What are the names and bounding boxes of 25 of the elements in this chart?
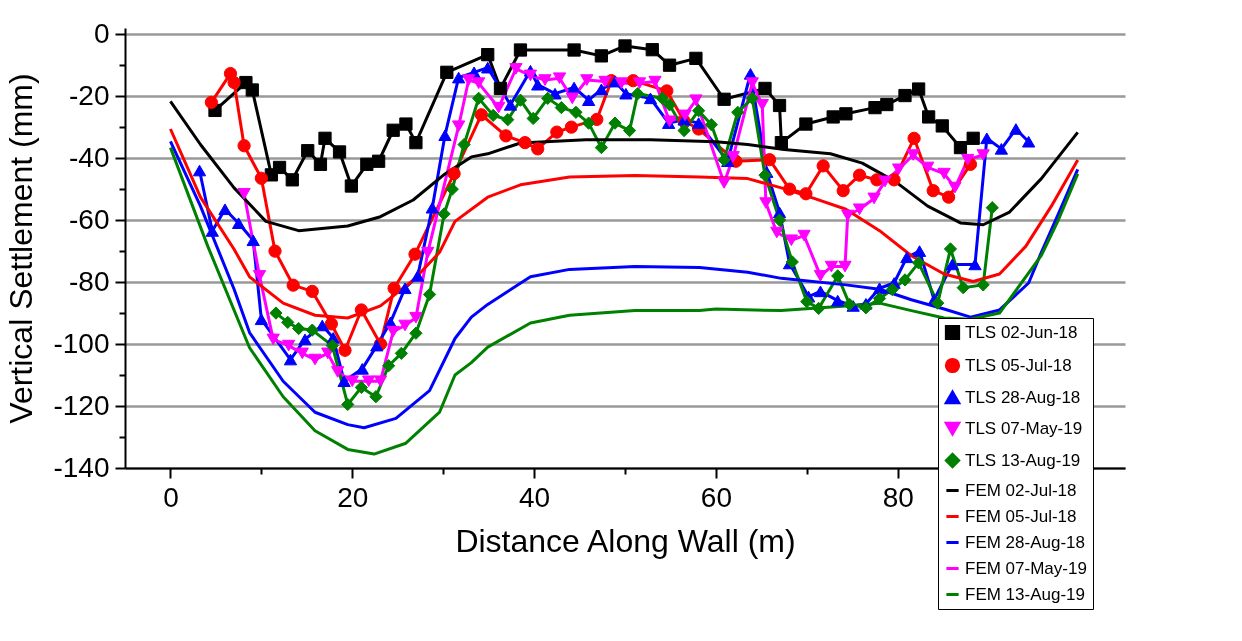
- x-tick-label: 40: [519, 481, 551, 513]
- x-tick-label: 0: [163, 481, 179, 513]
- y-tick-label: -20: [69, 79, 110, 111]
- legend-label: FEM 02-Jul-18: [965, 480, 1077, 500]
- y-tick-label: -40: [69, 141, 110, 173]
- y-tick-label: -60: [69, 203, 110, 235]
- legend-label: TLS 05-Jul-18: [965, 355, 1072, 375]
- y-axis-title: Vertical Settlement (mm): [3, 73, 40, 424]
- legend-label: TLS 13-Aug-19: [965, 450, 1081, 470]
- legend-label: FEM 05-Jul-18: [965, 506, 1077, 526]
- y-tick-label: 0: [93, 17, 110, 49]
- x-tick-label: 60: [700, 481, 732, 513]
- legend-label: TLS 07-May-19: [965, 418, 1083, 438]
- x-tick-label: 20: [337, 481, 369, 513]
- legend-label: FEM 07-May-19: [965, 558, 1087, 578]
- x-tick-label: 80: [882, 481, 914, 513]
- y-tick-label: -80: [69, 265, 110, 297]
- y-tick-label: -140: [53, 451, 110, 483]
- y-tick-label: -120: [53, 389, 110, 421]
- legend-label: TLS 02-Jun-18: [965, 322, 1078, 342]
- legend-label: TLS 28-Aug-18: [965, 387, 1081, 407]
- x-axis-title: Distance Along Wall (m): [455, 522, 796, 559]
- legend-label: FEM 13-Aug-19: [965, 584, 1085, 604]
- legend-label: FEM 28-Aug-18: [965, 532, 1085, 552]
- y-tick-label: -100: [53, 327, 110, 359]
